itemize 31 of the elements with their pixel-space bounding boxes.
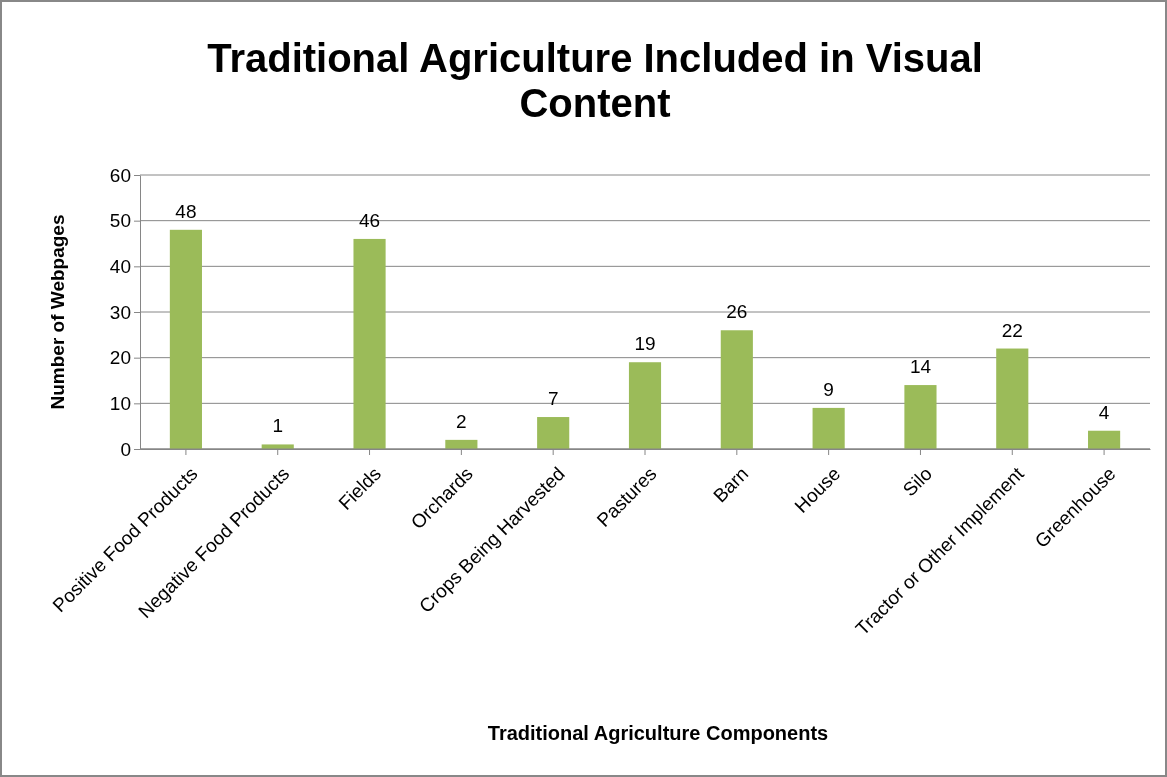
data-label: 2 <box>456 410 467 432</box>
chart-title: Traditional Agriculture Included in Visual Content <box>207 36 983 125</box>
data-label: 7 <box>547 388 559 410</box>
bar <box>904 385 937 449</box>
y-tick-label: 0 <box>120 438 131 460</box>
data-label: 26 <box>726 301 748 323</box>
bar <box>353 238 386 449</box>
data-label: 4 <box>1098 401 1110 423</box>
bar <box>996 348 1029 449</box>
y-tick-label: 30 <box>109 301 131 323</box>
bar <box>537 417 570 449</box>
data-label: 22 <box>1001 319 1023 341</box>
x-tick-label: Silo <box>898 463 936 501</box>
bar <box>1088 430 1121 449</box>
y-tick-label: 50 <box>109 210 131 232</box>
y-tick-label: 40 <box>109 255 131 277</box>
y-tick-label: 20 <box>109 347 131 369</box>
bar <box>812 407 845 449</box>
data-label: 1 <box>272 415 284 437</box>
y-tick-label: 10 <box>109 392 131 414</box>
data-label: 48 <box>175 200 197 222</box>
data-label: 19 <box>634 333 656 355</box>
y-tick-label: 60 <box>109 164 131 186</box>
bar <box>628 362 662 449</box>
bar <box>720 330 753 449</box>
data-label: 14 <box>909 356 932 378</box>
data-label: 9 <box>823 378 834 400</box>
x-axis-title: Traditional Agriculture Components <box>487 722 829 744</box>
bar <box>169 229 202 449</box>
y-axis-title: Number of Webpages <box>47 214 68 410</box>
data-label: 46 <box>358 209 381 231</box>
